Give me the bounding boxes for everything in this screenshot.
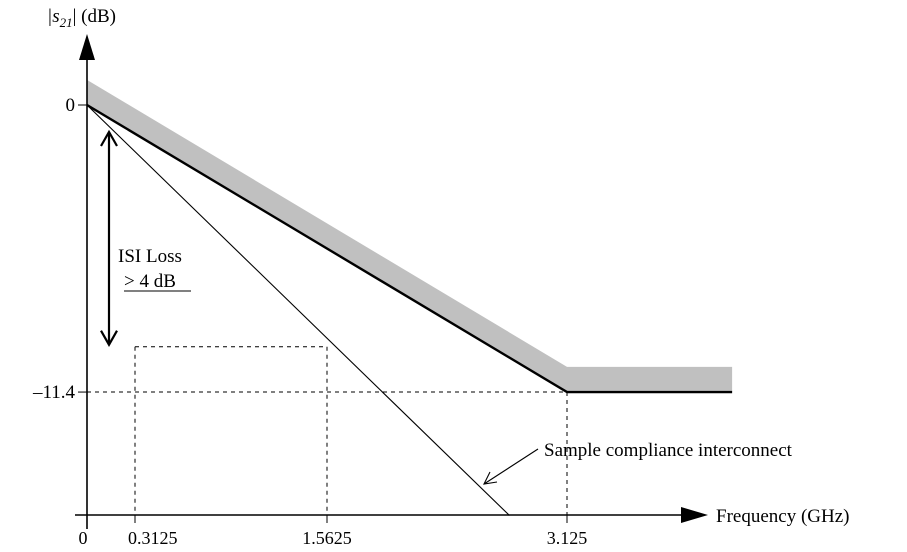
guide-lines (87, 346, 568, 515)
y-tick-label: –11.4 (32, 382, 76, 403)
y-axis-arrow-icon (79, 34, 95, 60)
mask-band (87, 79, 733, 393)
x-axis-arrow-icon (681, 507, 708, 523)
interconnect-label: Sample compliance interconnect (544, 440, 793, 461)
isi-arrow-head-top-icon (100, 129, 118, 147)
y-axis-label-sub: 21 (60, 15, 73, 30)
y-axis-label: |s21| (dB) (47, 6, 116, 30)
mask-line (86, 103, 733, 394)
interconnect-line (86, 104, 510, 516)
interconnect-pointer-arrow (483, 448, 539, 485)
isi-loss-value: > 4 dB (124, 271, 176, 292)
x-tick-label: 0 (79, 528, 88, 548)
y-axis-label-tail: | (dB) (73, 6, 116, 27)
y-axis-label-main: |s (47, 6, 60, 27)
pointer-shaft (483, 448, 539, 485)
pointer-head-icon (483, 471, 498, 485)
x-tick-label: 3.125 (547, 528, 588, 548)
isi-loss-arrow (100, 129, 118, 347)
y-tick-label: 0 (66, 95, 76, 116)
x-axis-label: Frequency (GHz) (716, 506, 849, 527)
x-tick-label: 1.5625 (302, 528, 352, 548)
isi-arrow-head-bottom-icon (100, 330, 118, 347)
y-tick-group: 0 –11.4 (32, 95, 87, 403)
x-tick-label: 0.3125 (128, 528, 178, 548)
x-tick-group: 0 0.3125 1.5625 3.125 (79, 515, 588, 548)
isi-loss-label: ISI Loss (118, 246, 182, 267)
